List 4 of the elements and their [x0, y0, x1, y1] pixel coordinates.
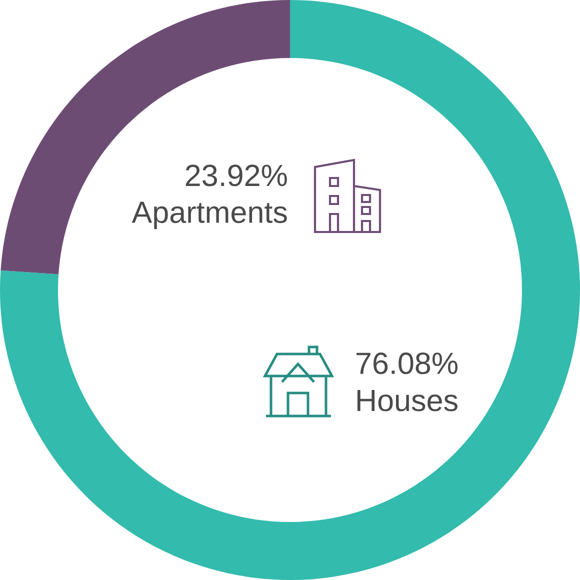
- data-label: 76.08%: [356, 352, 458, 374]
- slice-label: Apartments: [132, 202, 287, 230]
- slice-label: Houses: [357, 390, 458, 412]
- data-label: 23.92%: [186, 164, 287, 186]
